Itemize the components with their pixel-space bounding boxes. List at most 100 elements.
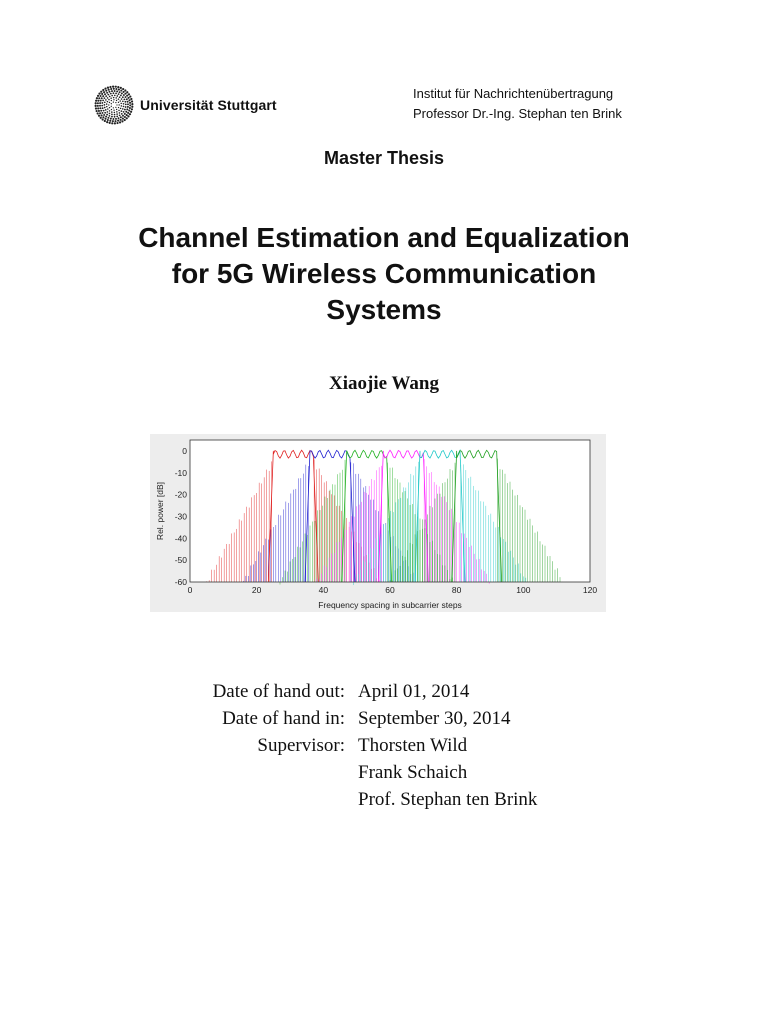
seal-dot [102,116,105,119]
seal-dot [100,97,103,100]
seal-dot [126,105,129,108]
seal-dot [106,113,109,116]
seal-dot [129,101,132,104]
info-label: Supervisor: [257,735,345,756]
seal-dot [123,108,126,111]
y-tick-label: -30 [175,511,188,521]
seal-dot [113,94,116,97]
seal-dot [128,109,131,112]
seal-dot [112,92,115,95]
seal-dot [115,92,117,95]
seal-dot [111,90,113,93]
seal-dot [117,101,120,104]
seal-dot [113,99,115,101]
info-value: September 30, 2014 [358,708,511,729]
seal-dot [128,106,131,110]
seal-dot [99,99,102,102]
seal-dot [109,117,112,120]
passband-outline [377,449,429,583]
seal-dot [110,99,113,102]
seal-dot [124,100,127,103]
y-tick-label: -60 [175,577,188,587]
x-tick-label: 100 [516,585,530,595]
x-tick-label: 60 [385,585,395,595]
passband-outline [451,449,503,583]
seal-dot [105,95,108,98]
seal-dot [115,108,118,111]
seal-dot [96,104,99,107]
thesis-type: Master Thesis [323,148,445,168]
seal-dot [101,104,104,107]
seal-dot [113,113,116,116]
info-row: Date of hand out: April 01, 2014 [0,678,768,705]
institute-name: Institut für Nachrichtenübertragung [413,86,614,101]
seal-dot [101,111,104,114]
seal-dot [120,110,123,112]
seal-dot [122,114,124,117]
seal-dot [110,105,112,107]
seal-dot [108,95,111,98]
info-value: Frank Schaich [358,762,468,783]
seal-dot [105,99,107,101]
seal-dot [118,114,121,117]
seal-dot [125,117,128,120]
seal-dot [95,97,99,100]
seal-dot [109,92,112,95]
seal-dot [109,85,112,89]
info-label [0,786,345,813]
seal-dot [125,114,128,117]
seal-dot [103,97,106,100]
seal-dot [116,104,118,106]
seal-dot [128,99,131,102]
seal-dot [106,86,110,89]
seal-dot [105,115,108,118]
seal-dot [112,101,114,103]
seal-dot [94,104,97,107]
author-name: Xiaojie Wang [329,373,439,394]
seal-dot [101,118,104,121]
seal-dot [99,116,102,119]
seal-dot [95,109,98,113]
seal-dot [121,108,124,110]
seal-dot [112,87,115,90]
seal-dot [117,119,120,122]
seal-dot [109,119,112,122]
seal-dot [122,87,125,91]
seal-dot [103,113,106,116]
seal-dot [99,102,102,105]
passband-outline [414,448,466,583]
seal-dot [102,109,105,112]
seal-dot [112,118,115,120]
seal-dot [103,101,106,104]
seal-dot [117,106,120,109]
seal-dot [122,94,125,97]
seal-dot [96,102,99,105]
seal-dot [113,109,115,111]
seal-dot [117,98,120,100]
seal-dot [127,103,129,106]
seal-dot [108,101,111,104]
x-tick-label: 0 [188,585,193,595]
seal-dot [103,106,106,109]
seal-dot [111,115,113,118]
seal-dot [119,107,122,110]
x-tick-label: 120 [583,585,597,595]
seal-dot [123,118,126,122]
seal-dot [97,109,100,112]
seal-dot [111,120,114,123]
seal-dot [113,115,116,118]
seal-dot [97,99,100,102]
seal-dot [101,107,104,110]
info-row: Frank Schaich [0,759,768,786]
seal-dot [100,114,103,117]
seal-dot [117,88,120,91]
info-row: Date of hand in: September 30, 2014 [0,705,768,732]
info-label [0,759,345,786]
seal-dot [115,99,118,102]
y-tick-label: -20 [175,490,188,500]
seal-dot [99,112,102,115]
seal-dot [120,98,123,100]
seal-dot [116,95,119,97]
seal-dot [110,88,113,91]
seal-dot [118,91,121,94]
